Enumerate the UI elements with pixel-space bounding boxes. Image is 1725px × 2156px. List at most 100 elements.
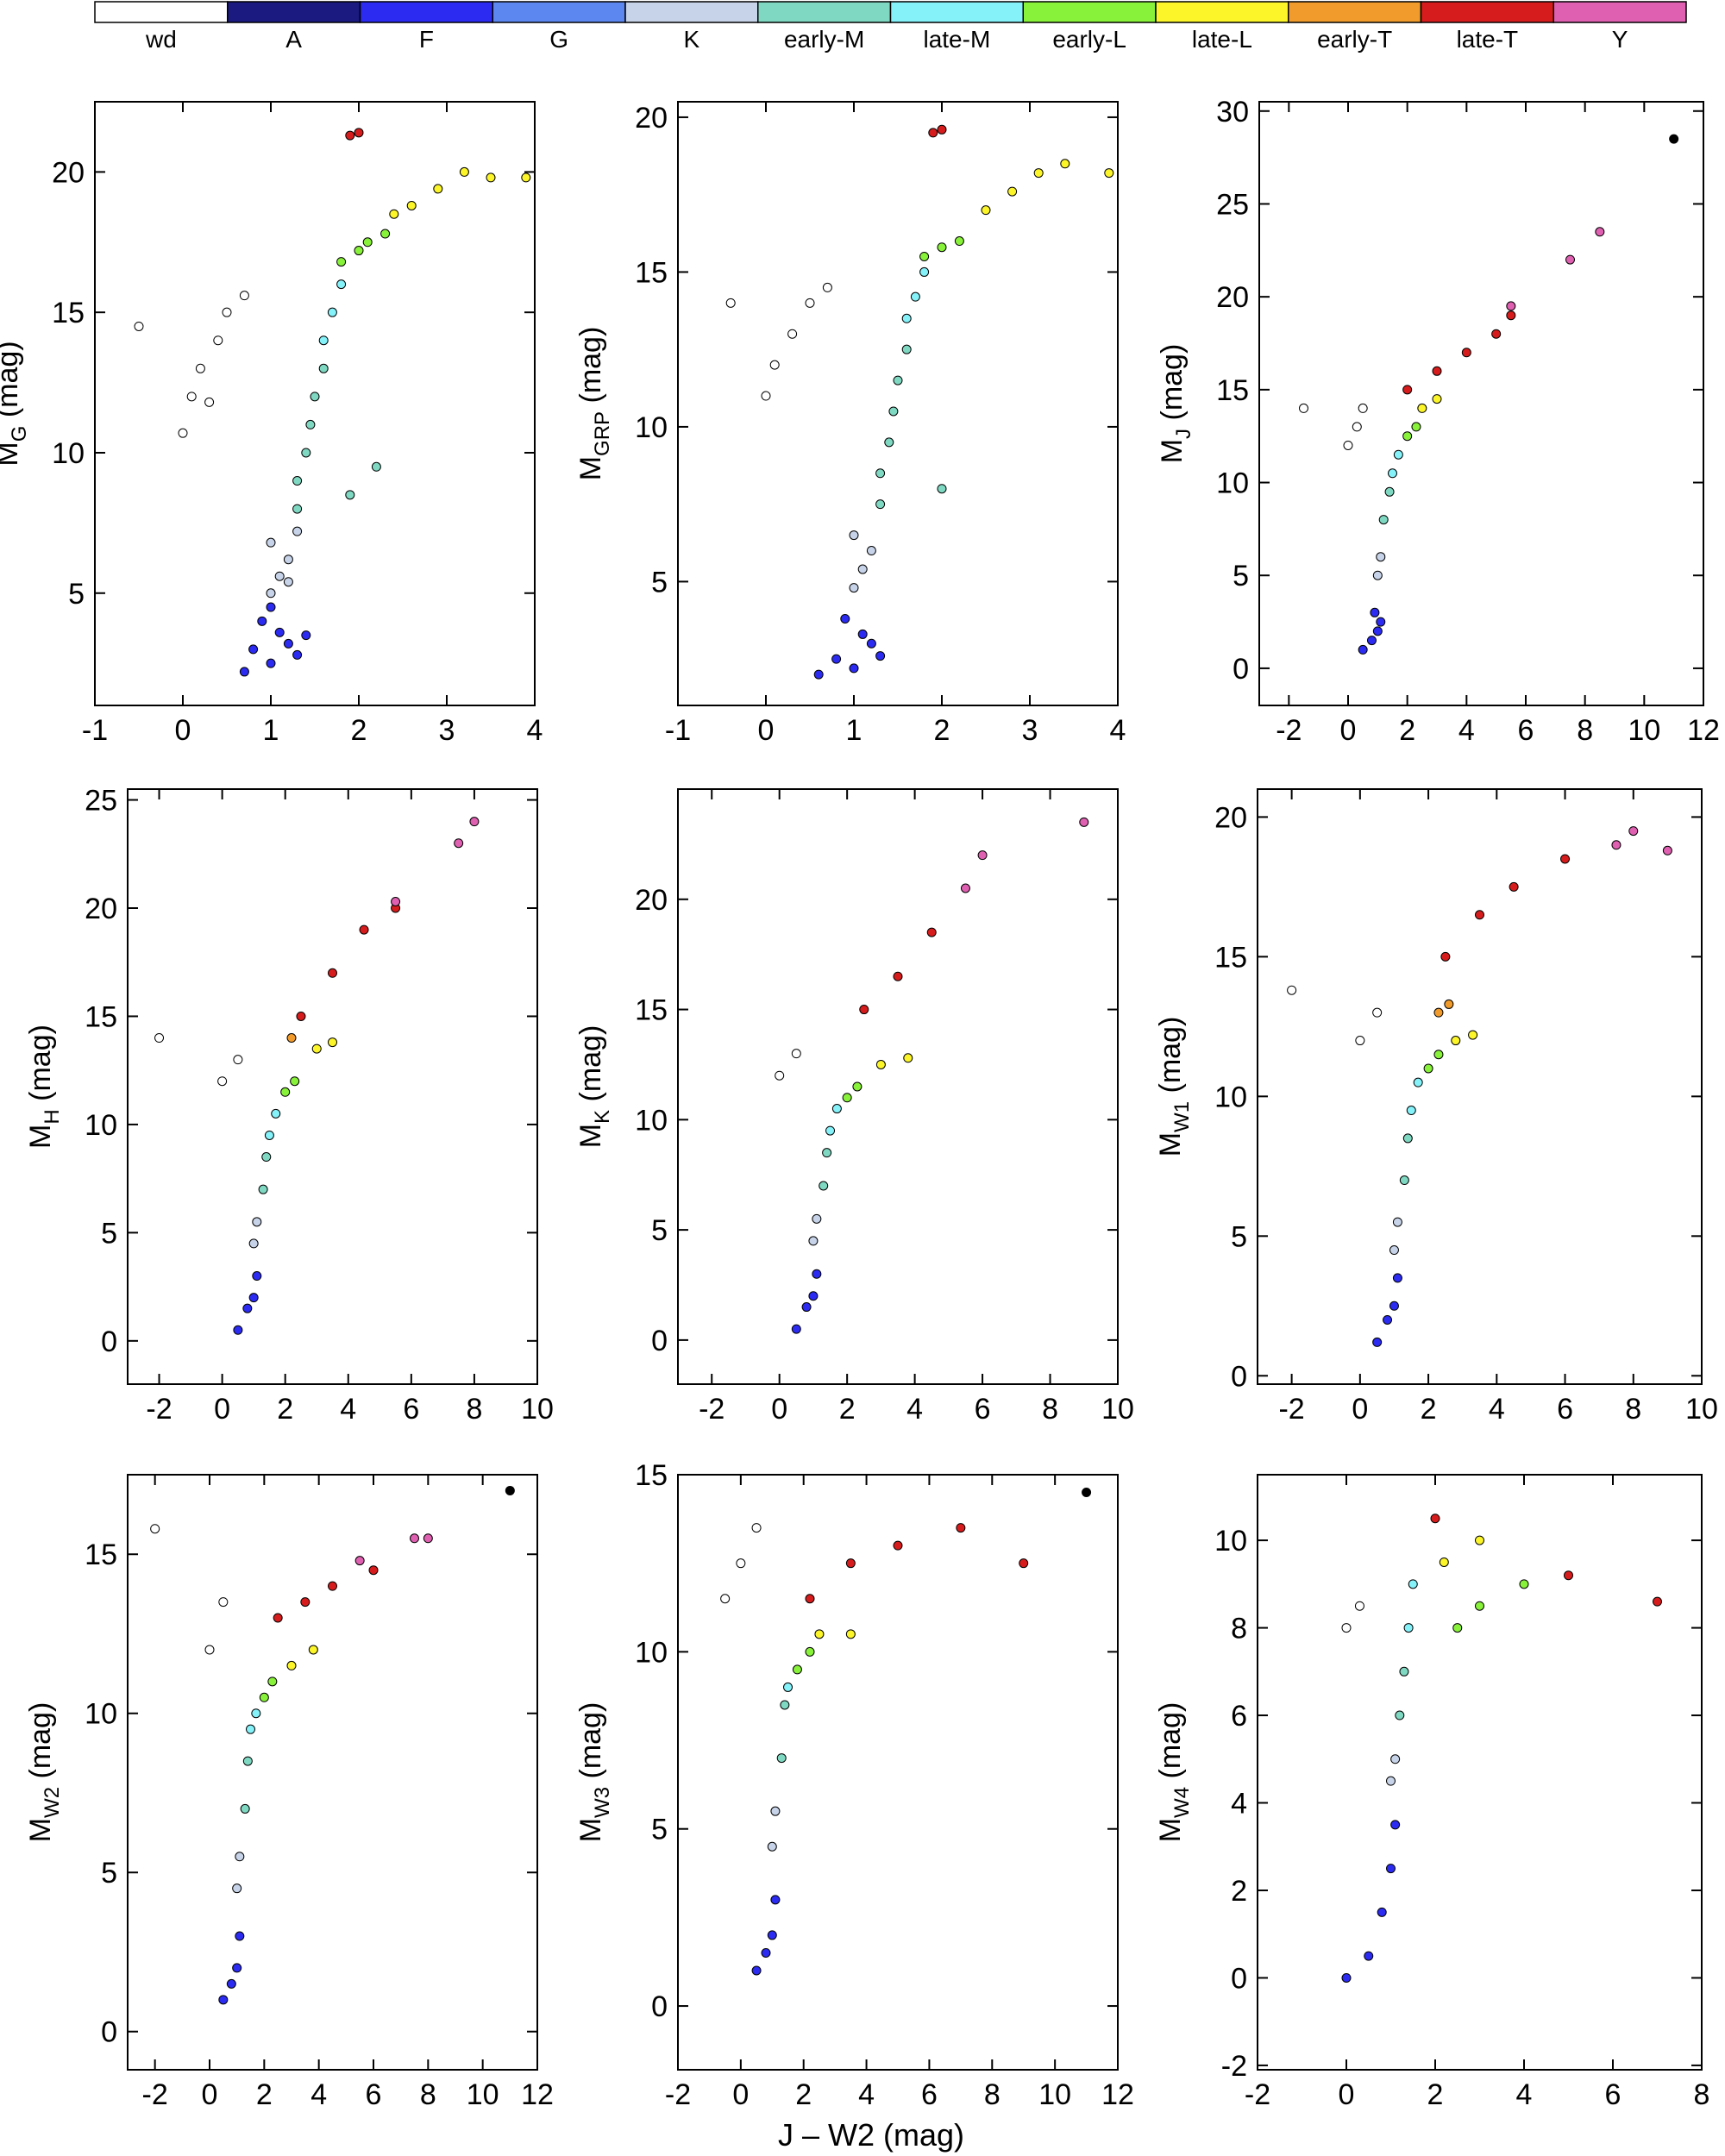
- series-late-L: [311, 1037, 337, 1054]
- data-point-A-F-G: [266, 602, 276, 612]
- plot-frame: [127, 1474, 538, 2071]
- series-wd: [725, 282, 832, 401]
- y-tick-label: 10: [1216, 467, 1249, 500]
- data-point-K: [849, 583, 859, 593]
- legend-label-G: G: [549, 26, 568, 53]
- data-point-late-M: [264, 1130, 274, 1140]
- data-point-late-T: [805, 1594, 815, 1604]
- data-point-early-L: [1433, 1050, 1444, 1060]
- data-point-late-L: [1451, 1036, 1461, 1046]
- data-point-early-L: [954, 236, 964, 247]
- data-point-K: [849, 530, 859, 541]
- data-point-early-M: [345, 490, 355, 500]
- series-A-F-G: [1341, 1820, 1401, 1983]
- data-point-A-F-G: [801, 1302, 812, 1313]
- y-tick-label: 20: [85, 893, 117, 925]
- panel-GRP: -1 0 1 2 3 4 5 10 15 20 MGRP (mag): [574, 101, 1126, 747]
- series-late-L: [1417, 394, 1442, 413]
- x-tick-label: 2: [839, 1393, 856, 1426]
- plot-frame: [1257, 788, 1703, 1385]
- y-tick-label: 10: [85, 1109, 117, 1142]
- series-late-T: [1402, 310, 1516, 395]
- data-point-late-M: [910, 291, 920, 302]
- data-point-A-F-G: [301, 630, 311, 641]
- data-point-K: [232, 1883, 242, 1894]
- data-point-late-L: [1417, 403, 1427, 413]
- data-point-wd: [150, 1524, 160, 1534]
- series-late-T: [928, 124, 947, 138]
- data-point-late-L: [1104, 168, 1114, 179]
- legend-label-Y: Y: [1612, 26, 1628, 53]
- data-point-A-F-G: [813, 669, 824, 680]
- panel-J: -2 0 2 4 6 8 10 12 0 5 10 15 20 25 30 MJ (mag): [1156, 96, 1720, 747]
- y-tick-label: 30: [1216, 96, 1249, 128]
- data-point-late-T: [1461, 348, 1471, 358]
- legend-label-early-L: early-L: [1052, 26, 1126, 53]
- y-tick-label: 0: [651, 1990, 668, 2023]
- series-K: [767, 1806, 781, 1852]
- series-Y: [354, 1533, 433, 1566]
- y-axis-label-main: M: [1154, 1818, 1187, 1842]
- x-tick-label: 4: [1516, 2078, 1533, 2111]
- data-point-wd: [1341, 1623, 1352, 1633]
- series-K: [248, 1217, 262, 1249]
- data-point-early-M: [301, 448, 311, 458]
- data-point-A-F-G: [1364, 1951, 1374, 1961]
- legend-swatch-G: [492, 1, 626, 23]
- data-point-wd: [736, 1558, 746, 1569]
- data-point-A-F-G: [1372, 1337, 1383, 1347]
- y-axis-label: MG (mag): [0, 341, 31, 466]
- data-point-K: [1392, 1217, 1402, 1227]
- y-axis-label-unit: (mag): [24, 1702, 57, 1787]
- x-tick-label: 0: [758, 714, 775, 747]
- data-point-A-F-G: [1370, 607, 1380, 617]
- x-tick-label: 0: [1352, 1393, 1368, 1426]
- data-point-early-M: [1395, 1710, 1405, 1720]
- data-point-early-L: [852, 1081, 862, 1092]
- data-point-wd: [178, 428, 188, 438]
- data-point-K: [1390, 1754, 1401, 1764]
- data-point-early-M: [318, 363, 329, 373]
- plot-frame: [1258, 101, 1704, 706]
- series-early-L: [1452, 1579, 1529, 1633]
- data-point-wd: [222, 307, 232, 317]
- data-point-early-M: [292, 476, 303, 486]
- x-tick-label: 0: [732, 2078, 749, 2111]
- data-point-other: [1082, 1488, 1092, 1498]
- series-K: [1386, 1754, 1401, 1786]
- data-point-late-L: [1033, 168, 1044, 179]
- y-tick-label: 25: [1216, 188, 1249, 221]
- series-late-M: [783, 1682, 793, 1692]
- data-point-A-F-G: [218, 1995, 229, 2005]
- data-point-wd: [204, 397, 215, 407]
- series-early-L: [1402, 422, 1421, 442]
- data-point-early-L: [805, 1646, 815, 1657]
- data-point-wd: [1287, 985, 1297, 995]
- series-early-L: [336, 229, 391, 267]
- x-tick-label: 8: [1625, 1393, 1641, 1426]
- x-tick-label: 3: [439, 714, 455, 747]
- data-point-wd: [1343, 440, 1353, 450]
- data-point-late-T: [1432, 366, 1442, 376]
- y-tick-label: 15: [635, 256, 668, 289]
- y-tick-label: 10: [635, 411, 668, 444]
- data-point-late-M: [901, 313, 912, 323]
- series-early-M: [1395, 1666, 1409, 1720]
- series-early-M: [819, 1148, 832, 1191]
- y-axis-label-unit: (mag): [1154, 1702, 1187, 1787]
- y-axis-label-sub: K: [591, 1110, 614, 1124]
- data-point-early-L: [1475, 1601, 1484, 1611]
- data-point-Y: [1565, 254, 1575, 265]
- legend-swatch-early-T: [1288, 1, 1422, 23]
- plot-frame: [677, 1474, 1119, 2071]
- x-tick-label: 1: [263, 714, 279, 747]
- y-tick-label: 5: [1231, 1220, 1247, 1253]
- x-tick-label: 6: [921, 2078, 938, 2111]
- data-point-A-F-G: [1392, 1273, 1402, 1283]
- y-axis-label-main: M: [574, 1818, 607, 1842]
- y-axis-label-main: M: [574, 456, 607, 480]
- data-point-early-L: [354, 246, 364, 256]
- data-point-A-F-G: [840, 613, 850, 624]
- data-point-A-F-G: [1341, 1972, 1352, 1983]
- data-point-wd: [239, 291, 249, 301]
